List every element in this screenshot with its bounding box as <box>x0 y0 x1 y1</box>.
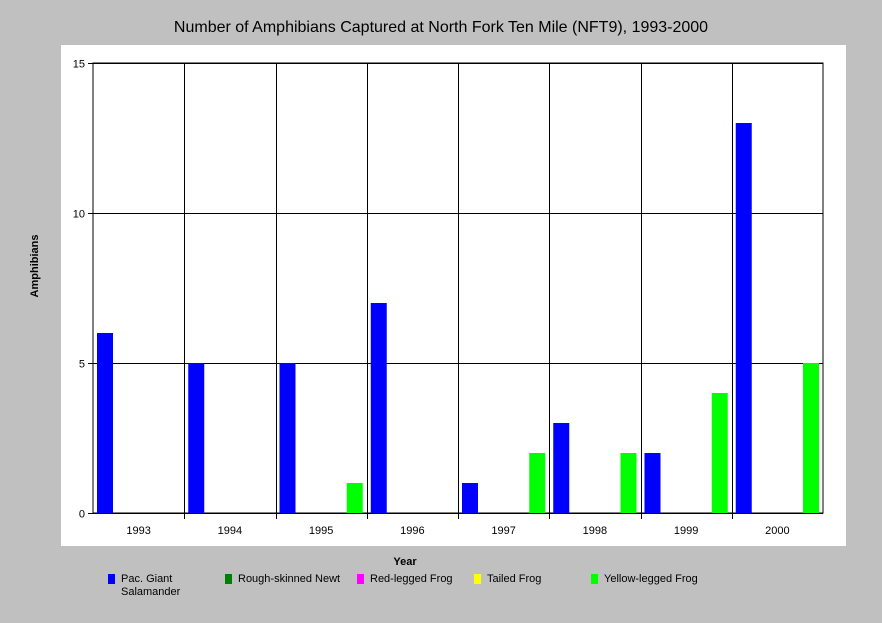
legend-swatch <box>591 574 598 584</box>
bar <box>529 453 546 513</box>
bar <box>644 453 661 513</box>
legend-label: Red-legged Frog <box>370 573 453 585</box>
y-tick-label: 10 <box>73 209 85 221</box>
bar <box>803 363 819 513</box>
x-tick-label: 1993 <box>126 525 150 537</box>
legend-swatch <box>225 574 232 584</box>
legend-swatch <box>108 574 115 584</box>
bar <box>735 123 752 513</box>
x-tick-label: 2000 <box>765 525 789 537</box>
x-tick-label: 1998 <box>583 525 607 537</box>
y-ticks: 0 5 10 15 <box>73 59 93 521</box>
x-ticks: 1993 1994 1995 1996 1997 1998 1999 2000 <box>126 525 789 537</box>
legend-label: Yellow-legged Frog <box>604 573 698 585</box>
legend-label: Pac. Giant Salamander <box>121 573 181 598</box>
bar <box>346 483 363 513</box>
bar <box>97 333 113 513</box>
bar <box>279 363 296 513</box>
x-tick-label: 1994 <box>218 525 242 537</box>
legend-label: Tailed Frog <box>487 573 542 585</box>
y-axis-label: Amphibians <box>29 235 41 298</box>
chart-title: Number of Amphibians Captured at North F… <box>173 19 709 36</box>
legend-swatch <box>474 574 481 584</box>
y-tick-label: 5 <box>79 359 85 371</box>
grid <box>93 63 823 519</box>
x-tick-label: 1995 <box>309 525 333 537</box>
bar <box>711 393 728 513</box>
x-tick-label: 1999 <box>674 525 698 537</box>
x-tick-label: 1996 <box>400 525 424 537</box>
bar <box>553 423 570 513</box>
legend: Pac. Giant Salamander Rough-skinned Newt… <box>0 572 882 612</box>
bar <box>188 363 205 513</box>
x-axis-label: Year <box>393 556 417 568</box>
x-tick-label: 1997 <box>491 525 515 537</box>
bar <box>370 303 387 513</box>
legend-swatch <box>357 574 364 584</box>
bar <box>620 453 637 513</box>
bar <box>462 483 478 513</box>
y-tick-label: 0 <box>79 509 85 521</box>
y-tick-label: 15 <box>73 59 85 71</box>
legend-label: Rough-skinned Newt <box>238 573 341 585</box>
bars <box>97 123 819 513</box>
